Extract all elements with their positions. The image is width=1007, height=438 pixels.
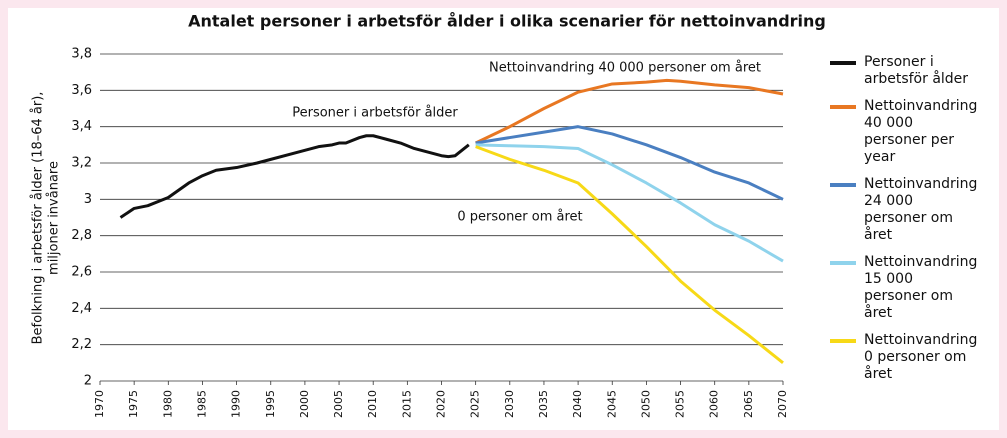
legend-item: Nettoinvandring 15 000 personer om året [830, 254, 978, 322]
series-line [475, 145, 784, 365]
y-tick-label: 2,6 [71, 265, 92, 280]
legend-item: Nettoinvandring 0 personer om året [830, 332, 978, 383]
legend-item: Nettoinvandring 40 000 personer per year [830, 98, 978, 166]
legend-item: Personer i arbetsför ålder [830, 54, 975, 88]
y-axis-label: miljoner invånare [47, 161, 62, 275]
legend-swatch [830, 183, 856, 187]
legend-label: Nettoinvandring 15 000 personer om året [864, 254, 978, 321]
x-tick-label: 1985 [195, 390, 208, 418]
x-tick-label: 2060 [708, 390, 721, 418]
panel [8, 8, 999, 430]
y-tick-label: 2,4 [71, 301, 92, 316]
x-tick-label: 2055 [674, 390, 687, 418]
x-tick-label: 2065 [742, 390, 755, 418]
x-tick-label: 2035 [537, 390, 550, 418]
annotation: 0 personer om året [457, 210, 582, 225]
x-tick-label: 2010 [366, 390, 379, 418]
x-tick-label: 1970 [93, 390, 106, 418]
chart-title: Antalet personer i arbetsför ålder i oli… [188, 12, 826, 31]
x-tick-label: 2030 [503, 390, 516, 418]
x-tick-label: 2050 [639, 390, 652, 418]
x-tick-label: 1990 [230, 390, 243, 418]
series-line [475, 143, 784, 263]
annotation: Personer i arbetsför ålder [292, 106, 458, 121]
x-tick-label: 2000 [298, 390, 311, 418]
legend-label: Personer i arbetsför ålder [864, 54, 969, 87]
y-tick-label: 2,8 [71, 228, 92, 243]
y-tick-label: 2 [84, 374, 92, 389]
x-tick-label: 2045 [605, 390, 618, 418]
x-tick-label: 2005 [332, 390, 345, 418]
legend-label: Nettoinvandring 40 000 personer per year [864, 98, 978, 165]
y-tick-label: 3 [84, 192, 92, 207]
x-tick-label: 2020 [435, 390, 448, 418]
y-tick-label: 2,2 [71, 337, 92, 352]
series-line [119, 134, 470, 219]
legend-swatch [830, 61, 856, 65]
legend-swatch [830, 261, 856, 265]
x-tick-label: 2070 [776, 390, 789, 418]
legend-item: Nettoinvandring 24 000 personer om året [830, 176, 978, 244]
series-line [475, 78, 784, 145]
x-tick-label: 1995 [264, 390, 277, 418]
legend: Personer i arbetsför ålder Nettoinvandrin… [830, 54, 978, 393]
y-tick-label: 3,4 [71, 119, 92, 134]
annotation: Nettoinvandring 40 000 personer om året [489, 61, 761, 76]
y-axis-label: Befolkning i arbetsför ålder (18–64 år), [31, 92, 46, 345]
x-tick-label: 1975 [127, 390, 140, 418]
x-tick-label: 2015 [400, 390, 413, 418]
x-tick-label: 2025 [469, 390, 482, 418]
y-tick-label: 3,6 [71, 83, 92, 98]
y-tick-label: 3,8 [71, 47, 92, 62]
legend-label: Nettoinvandring 0 personer om året [864, 332, 978, 382]
y-tick-label: 3,2 [71, 156, 92, 171]
x-tick-label: 2040 [571, 390, 584, 418]
legend-label: Nettoinvandring 24 000 personer om året [864, 176, 978, 243]
legend-swatch [830, 339, 856, 343]
x-tick-label: 1980 [161, 390, 174, 418]
series-line [475, 125, 784, 201]
legend-swatch [830, 105, 856, 109]
